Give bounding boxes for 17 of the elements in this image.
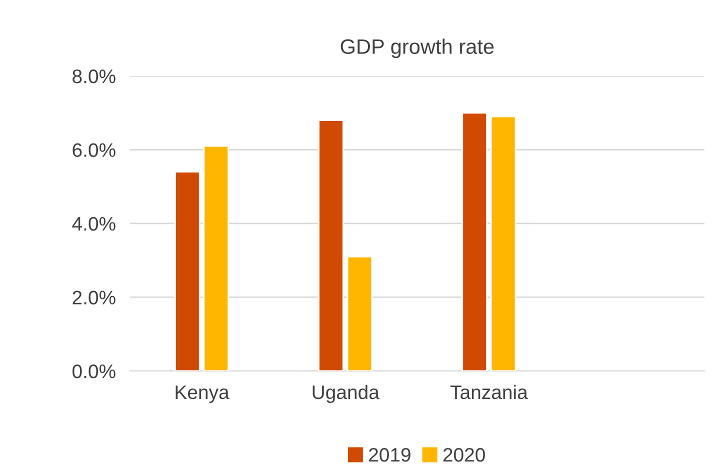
legend-label: 2019 xyxy=(369,448,410,462)
bar xyxy=(174,171,200,371)
chart-title: GDP growth rate xyxy=(340,38,494,58)
bar xyxy=(318,120,344,371)
bar xyxy=(346,256,373,371)
y-tick-label: 2.0% xyxy=(72,290,116,304)
bar xyxy=(203,145,230,371)
bar xyxy=(490,116,516,371)
legend-label: 2020 xyxy=(443,448,485,462)
bar xyxy=(462,112,488,371)
y-tick-label: 8.0% xyxy=(72,69,116,84)
y-tick-label: 0.0% xyxy=(72,364,116,378)
x-tick-label: Tanzania xyxy=(450,384,528,400)
y-tick-label: 4.0% xyxy=(72,216,116,231)
x-tick-label: Kenya xyxy=(176,386,230,403)
y-tick-label: 6.0% xyxy=(72,143,116,157)
x-tick-label: Uganda xyxy=(312,384,380,403)
